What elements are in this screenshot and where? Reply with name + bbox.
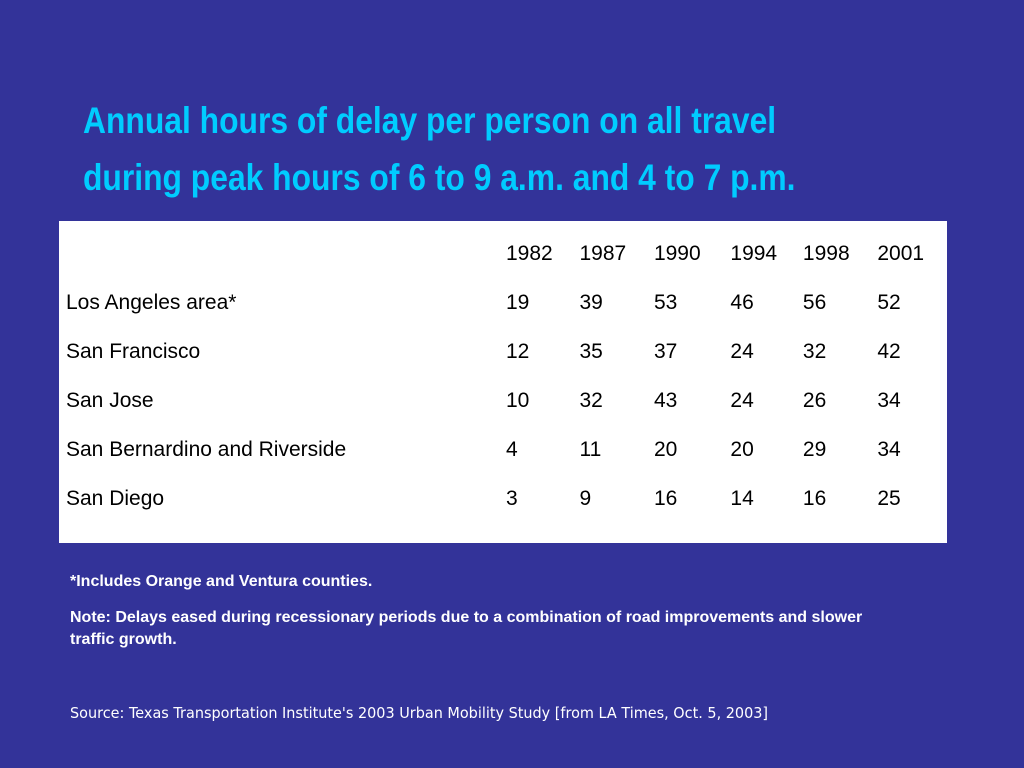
- delay-table-panel: 1982 1987 1990 1994 1998 2001 Los Angele…: [59, 221, 947, 543]
- city-name: San Jose: [66, 388, 154, 412]
- source-citation: Source: Texas Transportation Institute's…: [70, 704, 769, 722]
- delay-value: 35: [579, 339, 603, 363]
- delay-value: 14: [730, 486, 754, 510]
- table-row: San Diego 3 9 16 14 16 25: [59, 474, 947, 523]
- delay-value: 16: [653, 486, 678, 510]
- delay-value: 34: [877, 437, 901, 461]
- delay-value: 26: [802, 388, 827, 412]
- delay-value: 56: [802, 290, 827, 314]
- delay-value: 34: [877, 388, 901, 412]
- delay-value: 29: [802, 437, 827, 461]
- header-year: 2001: [877, 241, 925, 265]
- delay-value: 24: [730, 339, 754, 363]
- delay-value: 16: [802, 486, 827, 510]
- header-year: 1998: [802, 241, 850, 265]
- delay-value: 4: [506, 437, 518, 461]
- delay-value: 52: [877, 290, 901, 314]
- footnote: *Includes Orange and Ventura counties.: [70, 573, 373, 590]
- delay-value: 37: [653, 339, 678, 363]
- slide-title-line-2: during peak hours of 6 to 9 a.m. and 4 t…: [83, 157, 796, 198]
- city-name: San Diego: [66, 486, 165, 510]
- header-year: 1987: [579, 241, 627, 265]
- header-year: 1994: [730, 241, 778, 265]
- delay-value: 24: [730, 388, 754, 412]
- city-name: Los Angeles area*: [66, 290, 237, 314]
- delay-value: 11: [579, 437, 602, 461]
- delay-value: 3: [506, 486, 518, 510]
- delay-value: 42: [877, 339, 901, 363]
- delay-value: 32: [802, 339, 827, 363]
- table-row: San Jose 10 32 43 24 26 34: [59, 376, 947, 425]
- header-city-cell: [59, 229, 506, 278]
- delay-value: 25: [877, 486, 901, 510]
- table-row: San Francisco 12 35 37 24 32 42: [59, 327, 947, 376]
- header-year: 1990: [653, 241, 701, 265]
- table-row: San Bernardino and Riverside 4 11 20 20 …: [59, 425, 947, 474]
- delay-value: 20: [653, 437, 678, 461]
- table-row: Los Angeles area* 19 39 53 46 56 52: [59, 278, 947, 327]
- slide-title-line-1: Annual hours of delay per person on all …: [83, 100, 777, 141]
- delay-value: 32: [579, 388, 603, 412]
- table-header-row: 1982 1987 1990 1994 1998 2001: [59, 229, 947, 278]
- delay-value: 12: [506, 339, 530, 363]
- delay-value: 20: [730, 437, 754, 461]
- delay-value: 43: [653, 388, 678, 412]
- slide-title: Annual hours of delay per person on all …: [83, 92, 857, 206]
- delay-value: 46: [730, 290, 754, 314]
- delay-value: 39: [579, 290, 603, 314]
- delay-value: 10: [506, 388, 530, 412]
- delay-value: 53: [653, 290, 678, 314]
- city-name: San Francisco: [66, 339, 201, 363]
- city-name: San Bernardino and Riverside: [66, 437, 347, 461]
- delay-table: 1982 1987 1990 1994 1998 2001 Los Angele…: [59, 229, 947, 523]
- delay-value: 19: [506, 290, 530, 314]
- header-year: 1982: [506, 241, 553, 265]
- note-text: Note: Delays eased during recessionary p…: [70, 609, 863, 648]
- delay-value: 9: [579, 486, 592, 510]
